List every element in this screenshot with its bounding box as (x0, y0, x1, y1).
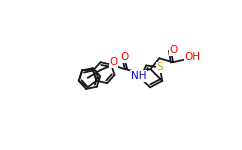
Text: OH: OH (185, 52, 201, 62)
Text: O: O (121, 52, 129, 62)
Text: O: O (170, 45, 178, 56)
Text: S: S (157, 62, 163, 72)
Text: NH: NH (131, 71, 146, 81)
Text: O: O (109, 57, 117, 67)
